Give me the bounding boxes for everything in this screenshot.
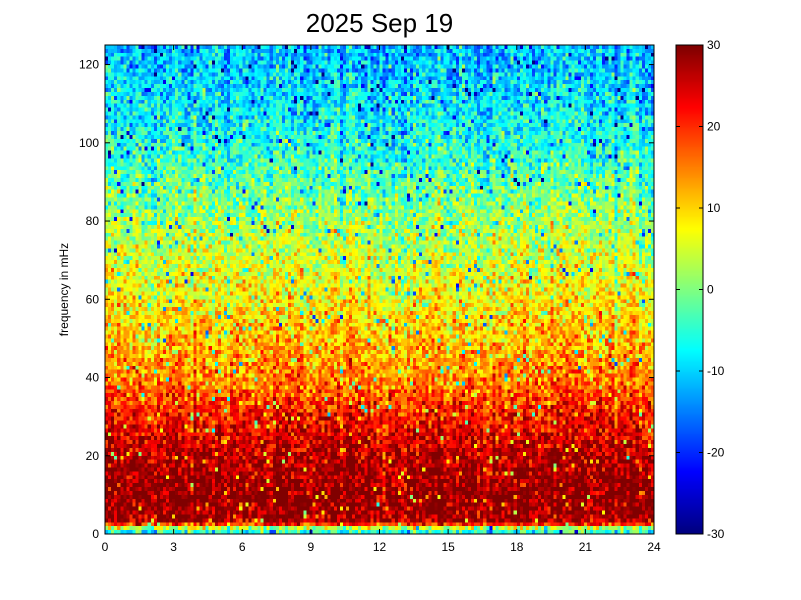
x-tick-label: 15 [441, 540, 455, 554]
x-tick-label: 21 [579, 540, 593, 554]
y-tick-label: 20 [86, 449, 100, 463]
spectrogram-heatmap [105, 45, 654, 534]
x-tick-label: 24 [647, 540, 661, 554]
x-tick-label: 3 [170, 540, 177, 554]
chart-title: 2025 Sep 19 [306, 8, 453, 38]
x-tick-label: 12 [373, 540, 387, 554]
y-axis-label: frequency in mHz [57, 243, 71, 336]
x-tick-label: 9 [308, 540, 315, 554]
x-tick-label: 0 [102, 540, 109, 554]
colorbar-gradient [676, 45, 703, 534]
colorbar-tick-label: 0 [707, 283, 714, 297]
colorbar-tick-label: 10 [707, 201, 721, 215]
y-tick-label: 120 [79, 58, 99, 72]
y-tick-label: 40 [86, 371, 100, 385]
colorbar-tick-label: -30 [707, 527, 725, 541]
colorbar-tick-label: -20 [707, 446, 725, 460]
y-tick-label: 0 [92, 527, 99, 541]
x-tick-label: 6 [239, 540, 246, 554]
plot-frame [104, 44, 655, 535]
colorbar-tick-label: 20 [707, 120, 721, 134]
colorbar-tick-label: 30 [707, 38, 721, 52]
y-tick-label: 100 [79, 136, 99, 150]
y-tick-label: 80 [86, 214, 100, 228]
y-tick-label: 60 [86, 292, 100, 306]
x-tick-label: 18 [510, 540, 524, 554]
colorbar-tick-label: -10 [707, 364, 725, 378]
colorbar-frame [675, 44, 704, 535]
